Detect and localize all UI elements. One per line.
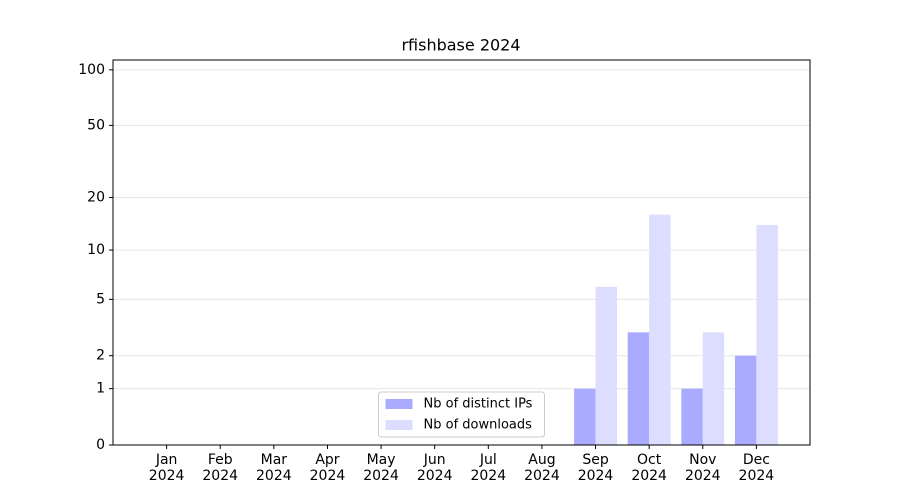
y-tick-label: 0: [96, 437, 105, 453]
bar: [681, 388, 703, 445]
legend-label: Nb of distinct IPs: [424, 397, 533, 412]
bar: [649, 214, 671, 445]
axes-frame: [112, 59, 811, 446]
x-tick-label: Jul 2024: [470, 452, 507, 484]
x-tick-label: May 2024: [363, 452, 399, 484]
y-tick-label: 20: [87, 190, 105, 206]
bar: [627, 332, 650, 445]
y-tick-label: 50: [87, 117, 105, 133]
y-tick-label: 2: [96, 348, 105, 364]
x-tick-label: Sep 2024: [577, 452, 614, 484]
x-tick-label: Mar 2024: [256, 452, 292, 484]
legend-swatch: [385, 420, 413, 430]
x-tick-label: Apr 2024: [309, 452, 346, 484]
y-tick-label: 1: [96, 381, 105, 397]
bar: [734, 355, 757, 445]
y-tick-label: 10: [87, 242, 105, 258]
legend-box: [378, 391, 545, 438]
bar: [574, 388, 596, 445]
legend-label: Nb of downloads: [424, 418, 533, 433]
chart-title: rfishbase 2024: [401, 36, 520, 55]
bar: [756, 224, 778, 445]
bar: [702, 332, 725, 445]
legend-swatch: [385, 399, 413, 409]
y-tick-label: 5: [96, 291, 105, 307]
x-tick-label: Oct 2024: [631, 452, 667, 484]
y-tick-label: 100: [78, 62, 105, 78]
x-tick-label: Jan 2024: [148, 452, 185, 484]
x-tick-label: Nov 2024: [684, 452, 721, 484]
x-tick-label: Aug 2024: [524, 452, 560, 484]
x-tick-label: Dec 2024: [738, 452, 775, 484]
x-tick-label: Feb 2024: [202, 452, 239, 484]
x-tick-label: Jun 2024: [416, 452, 453, 484]
bar: [595, 286, 617, 445]
